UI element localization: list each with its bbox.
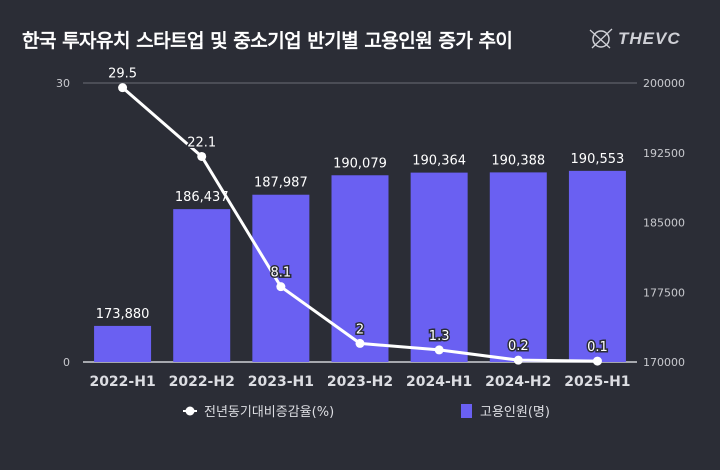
bar-data-label: 190,553 — [571, 152, 625, 167]
bar — [568, 170, 626, 362]
bar-data-label: 186,437 — [175, 190, 229, 205]
logo-text: THEVC — [618, 29, 681, 48]
bar — [173, 209, 231, 362]
right-axis-tick: 177500 — [643, 286, 685, 299]
left-axis-tick: 0 — [63, 356, 70, 369]
bar-data-label: 187,987 — [254, 176, 308, 191]
x-axis-tick: 2025-H1 — [564, 374, 630, 390]
x-axis-tick: 2024-H2 — [485, 374, 551, 390]
x-axis-tick: 2022-H2 — [169, 374, 235, 390]
thevc-logo-icon — [589, 28, 613, 49]
right-axis-tick: 192500 — [643, 147, 685, 160]
line-point — [118, 83, 128, 93]
line-data-label: 1.3 — [429, 329, 450, 344]
left-axis-tick: 30 — [56, 77, 70, 90]
line-data-label: 0.1 — [587, 340, 608, 355]
legend-bar-marker — [461, 404, 472, 418]
bar-data-label: 190,079 — [333, 156, 387, 171]
bar-data-label: 173,880 — [96, 307, 150, 322]
line-data-label: 8.1 — [271, 266, 292, 281]
chart-title: 한국 투자유치 스타트업 및 중소기업 반기별 고용인원 증가 추이 — [22, 30, 513, 52]
line-point — [276, 282, 286, 292]
bar-data-label: 190,364 — [412, 154, 466, 169]
line-data-label: 2 — [356, 322, 364, 337]
right-axis-tick: 170000 — [643, 356, 685, 369]
bar — [94, 325, 152, 362]
bar — [489, 172, 547, 362]
logo: THEVC — [588, 26, 681, 52]
x-axis-tick: 2023-H1 — [248, 374, 314, 390]
legend-line-label: 전년동기대비증감율(%) — [204, 405, 334, 420]
x-axis-tick: 2024-H1 — [406, 374, 472, 390]
right-axis-tick: 185000 — [643, 217, 685, 230]
line-point — [513, 355, 523, 365]
bar — [252, 194, 310, 362]
line-data-label: 22.1 — [187, 135, 216, 150]
line-point — [434, 345, 444, 355]
line-data-label: 29.5 — [108, 67, 137, 82]
bar — [410, 172, 468, 362]
line-point — [355, 338, 365, 348]
line-point — [197, 151, 207, 161]
line-data-label: 0.2 — [508, 339, 529, 354]
legend-line-marker-dot — [185, 406, 195, 416]
bar-data-label: 190,388 — [491, 153, 545, 168]
line-point — [592, 356, 602, 366]
legend-bar-label: 고용인원(명) — [480, 405, 550, 420]
right-axis-tick: 200000 — [643, 77, 685, 90]
x-axis-tick: 2023-H2 — [327, 374, 393, 390]
x-axis-tick: 2022-H1 — [89, 374, 155, 390]
